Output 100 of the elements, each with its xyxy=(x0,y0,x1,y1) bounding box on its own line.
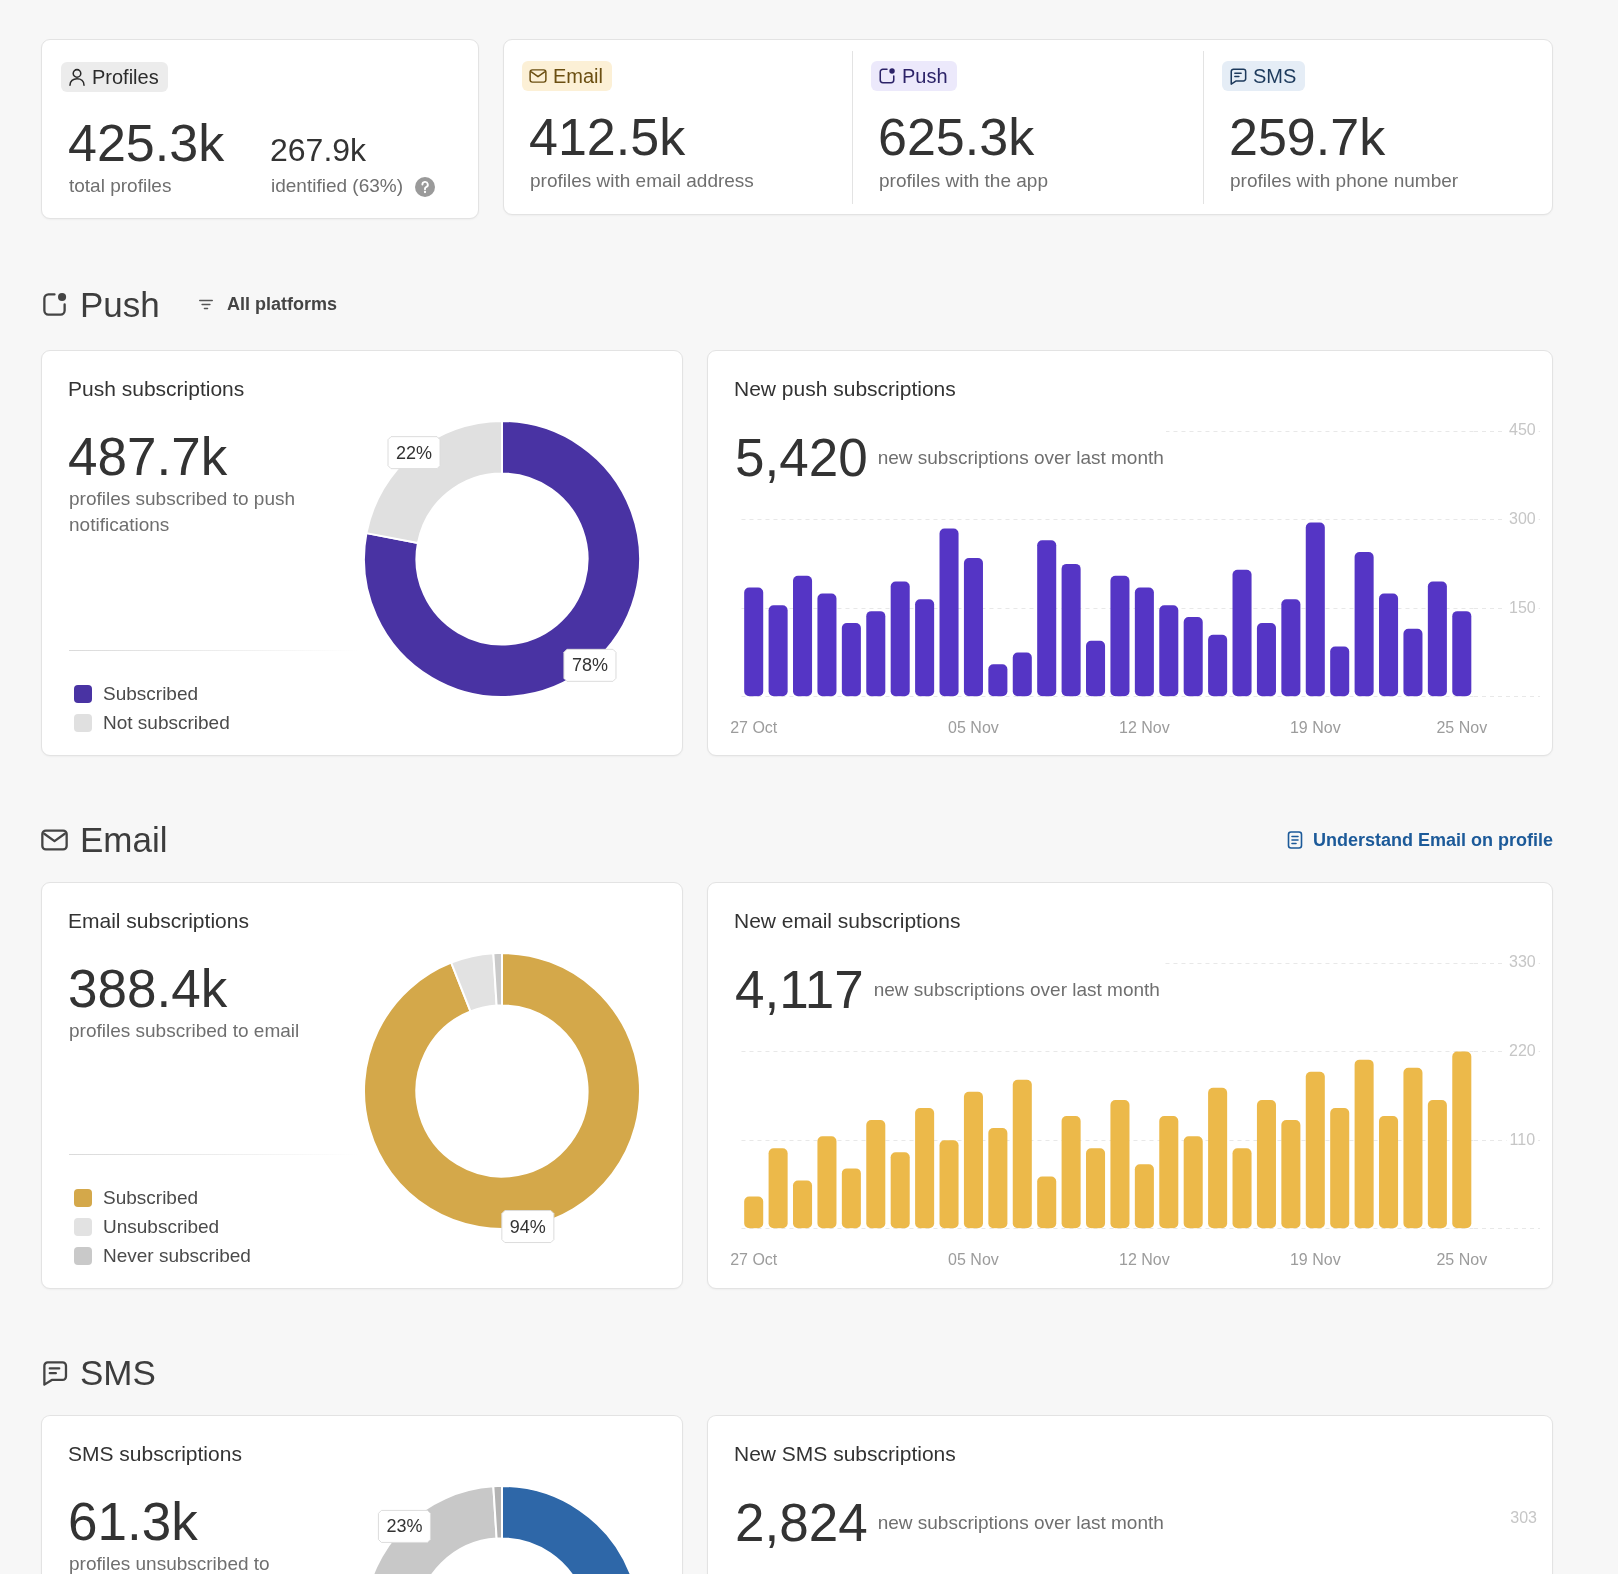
bar xyxy=(1134,1164,1154,1229)
bar xyxy=(1061,1116,1081,1229)
text: profiles unsubscribed to xyxy=(69,1552,270,1574)
x-tick-label: 05 Nov xyxy=(948,1250,999,1268)
text: SMS xyxy=(1253,65,1297,87)
bar xyxy=(890,1152,910,1229)
y-tick-label: 330 xyxy=(1509,953,1536,971)
bar xyxy=(1305,522,1325,697)
bar xyxy=(1183,617,1203,697)
x-tick-label: 05 Nov xyxy=(948,718,999,736)
bar xyxy=(1281,1120,1301,1229)
bar xyxy=(793,575,813,697)
text: profiles with phone number xyxy=(1230,169,1459,191)
bar xyxy=(1159,1116,1179,1229)
bar xyxy=(1330,646,1350,697)
bar xyxy=(793,1180,813,1229)
x-tick-label: 19 Nov xyxy=(1289,1250,1341,1268)
data-label: 22% xyxy=(396,442,433,463)
text: Email xyxy=(553,65,604,87)
bar xyxy=(1183,1136,1203,1229)
bar xyxy=(1256,1099,1276,1229)
bar xyxy=(744,587,764,697)
annotation: 4,117 xyxy=(735,960,864,1019)
x-tick-label: 12 Nov xyxy=(1119,718,1170,736)
y-tick-label: 220 xyxy=(1509,1042,1536,1060)
text: Profiles xyxy=(92,66,159,88)
bar xyxy=(1403,1067,1423,1229)
y-tick-label: 300 xyxy=(1509,510,1536,528)
bar xyxy=(915,1107,935,1229)
bar xyxy=(963,1091,983,1229)
chart-title: Push subscriptions xyxy=(68,377,245,400)
chart-title: Email subscriptions xyxy=(68,909,249,932)
bar xyxy=(1256,622,1276,697)
text: 625.3k xyxy=(878,108,1035,166)
text: SMS subscriptions xyxy=(68,1442,242,1465)
bar xyxy=(841,622,861,697)
text: 303 xyxy=(1510,1509,1537,1526)
x-tick-label: 25 Nov xyxy=(1436,1250,1488,1268)
text: 412.5k xyxy=(529,108,686,166)
bar xyxy=(1354,552,1374,697)
bar xyxy=(1452,1051,1472,1229)
text: 487.7k xyxy=(68,427,228,486)
bar xyxy=(1134,587,1154,697)
bar xyxy=(1037,1176,1057,1229)
bar xyxy=(744,1196,764,1229)
x-tick-label: 27 Oct xyxy=(730,718,778,736)
chart-title: New push subscriptions xyxy=(734,377,956,400)
bar xyxy=(1061,563,1081,697)
x-tick-label: 12 Nov xyxy=(1119,1250,1170,1268)
bar xyxy=(1012,652,1032,697)
legend-label: Subscribed xyxy=(103,1187,199,1208)
bar xyxy=(1427,581,1447,697)
bar xyxy=(1330,1107,1350,1229)
text: Push xyxy=(80,285,160,325)
text: profiles subscribed to push notifications xyxy=(69,487,296,537)
text: All platforms xyxy=(227,294,338,314)
text: profiles subscribed to email xyxy=(69,1019,300,1043)
bar xyxy=(939,528,959,697)
bar xyxy=(1403,628,1423,697)
bar xyxy=(1110,575,1130,697)
text: 425.3k xyxy=(68,114,225,172)
bar xyxy=(1159,605,1179,697)
annotation: 5,420 xyxy=(735,428,868,487)
text: new subscriptions over last month xyxy=(877,1512,1164,1533)
bar xyxy=(866,1120,886,1229)
legend-label: Subscribed xyxy=(103,683,199,704)
bar xyxy=(768,1148,788,1229)
bar xyxy=(1086,1148,1106,1229)
bar xyxy=(768,605,788,697)
annotation: new subscriptions over last month xyxy=(873,979,1160,1000)
text: profiles with the app xyxy=(879,169,1048,191)
y-tick-label: 150 xyxy=(1509,598,1536,616)
bar xyxy=(963,557,983,697)
bar xyxy=(1305,1071,1325,1229)
text: 267.9k xyxy=(270,131,367,168)
bar xyxy=(1379,1116,1399,1229)
text: 388.4k xyxy=(68,959,228,1018)
bar xyxy=(915,599,935,697)
bar xyxy=(1232,569,1252,697)
bar xyxy=(866,611,886,697)
bar xyxy=(1012,1079,1032,1229)
text: 259.7k xyxy=(1229,108,1386,166)
text: total profiles xyxy=(69,174,172,196)
bar xyxy=(1281,599,1301,697)
bar xyxy=(1427,1099,1447,1229)
text: Understand Email on profile xyxy=(1312,830,1553,850)
bar xyxy=(1232,1148,1252,1229)
legend-label: Not subscribed xyxy=(103,712,230,733)
data-label: 23% xyxy=(386,1516,423,1537)
text: Email xyxy=(80,820,168,860)
x-tick-label: 27 Oct xyxy=(730,1250,778,1268)
text: 2,824 xyxy=(735,1493,868,1552)
y-tick-label: 450 xyxy=(1509,421,1536,439)
bar xyxy=(1086,640,1106,697)
legend-label: Unsubscribed xyxy=(103,1216,220,1237)
text: identified (63%) xyxy=(271,174,404,196)
chart-title: New email subscriptions xyxy=(734,909,961,932)
bar xyxy=(939,1140,959,1229)
bar xyxy=(1354,1059,1374,1229)
bar xyxy=(817,1136,837,1229)
